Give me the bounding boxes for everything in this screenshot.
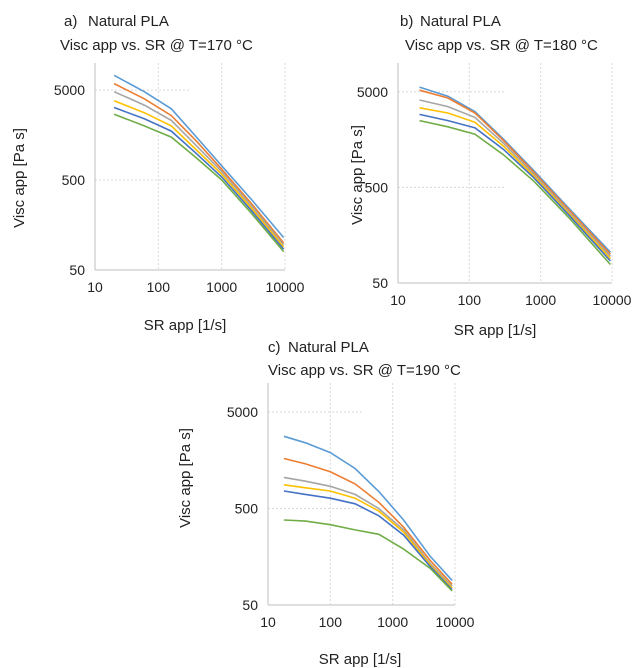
panel-a-ytick-label: 5000 xyxy=(54,82,85,98)
panel-a-series-1-line xyxy=(113,74,285,239)
panel-a-xtick-label: 1000 xyxy=(206,279,237,295)
panel-b-xlabel: SR app [1/s] xyxy=(454,322,537,339)
panel-c: c) Natural PLA Visc app vs. SR @ T=190 °… xyxy=(177,339,475,668)
panel-c-title: Natural PLA xyxy=(288,339,369,356)
panel-a-ylabel: Visc app [Pa s] xyxy=(11,128,28,228)
panel-c-ytick-label: 5000 xyxy=(227,404,258,420)
panel-a: a) Natural PLA Visc app vs. SR @ T=170 °… xyxy=(11,13,305,334)
panel-c-plot: 10 100 1000 10000 50 500 5000 xyxy=(227,383,475,630)
panel-c-xtick-label: 10000 xyxy=(436,614,475,630)
panel-b-label: b) xyxy=(400,13,413,30)
panel-a-ytick-label: 500 xyxy=(62,172,86,188)
panel-a-xlabel: SR app [1/s] xyxy=(144,317,227,334)
panel-b-series-1-line xyxy=(419,86,611,253)
panel-b-xtick-label: 10 xyxy=(390,292,406,308)
panel-a-label: a) xyxy=(64,13,77,30)
panel-a-series-4-line xyxy=(113,100,285,248)
panel-c-series-2-line xyxy=(283,457,453,585)
panel-a-xtick-label: 10000 xyxy=(266,279,305,295)
panel-b-plot: 10 100 1000 10000 50 500 5000 xyxy=(357,63,632,308)
panel-a-ytick-label: 50 xyxy=(69,262,85,278)
panel-a-series-5-line xyxy=(113,106,285,250)
panel-c-xlabel: SR app [1/s] xyxy=(319,651,402,668)
panel-c-series-5-line xyxy=(283,490,453,591)
panel-b-title: Natural PLA xyxy=(420,13,501,30)
panel-c-xtick-label: 10 xyxy=(260,614,276,630)
panel-b: b) Natural PLA Visc app vs. SR @ T=180 °… xyxy=(349,13,632,339)
panel-b-ytick-label: 5000 xyxy=(357,84,388,100)
panel-b-series-6-line xyxy=(419,119,611,266)
panel-b-subtitle: Visc app vs. SR @ T=180 °C xyxy=(405,37,598,54)
panel-a-series-6-line xyxy=(113,113,285,253)
panel-b-series-5-line xyxy=(419,113,611,262)
panel-c-xtick-label: 1000 xyxy=(377,614,408,630)
panel-c-series-6-line xyxy=(283,519,453,592)
panel-c-label: c) xyxy=(268,339,281,356)
panel-b-ylabel: Visc app [Pa s] xyxy=(349,125,366,225)
panel-a-title: Natural PLA xyxy=(88,13,169,30)
panel-c-ylabel: Visc app [Pa s] xyxy=(177,428,194,528)
panel-c-series-3-line xyxy=(283,476,453,587)
panel-b-series-4-line xyxy=(419,107,611,260)
panel-b-xtick-label: 100 xyxy=(458,292,482,308)
panel-c-ytick-label: 50 xyxy=(242,597,258,613)
panel-b-series-2-line xyxy=(419,89,611,255)
panel-c-series-4-line xyxy=(283,484,453,589)
panel-a-series-2-line xyxy=(113,82,285,244)
panel-c-subtitle: Visc app vs. SR @ T=190 °C xyxy=(268,362,461,379)
panel-a-xtick-label: 10 xyxy=(87,279,103,295)
panel-a-subtitle: Visc app vs. SR @ T=170 °C xyxy=(60,37,253,54)
panel-b-xtick-label: 10000 xyxy=(593,292,632,308)
panel-c-ytick-label: 500 xyxy=(235,501,259,517)
panel-b-ytick-label: 500 xyxy=(365,179,389,195)
panel-a-series-3-line xyxy=(113,90,285,246)
panel-b-series-3-line xyxy=(419,99,611,257)
panel-a-xtick-label: 100 xyxy=(147,279,171,295)
panel-c-series-1-line xyxy=(283,435,453,581)
panel-c-xtick-label: 100 xyxy=(319,614,343,630)
panel-a-plot: 10 100 1000 10000 50 500 5000 xyxy=(54,63,305,295)
panel-b-ytick-label: 50 xyxy=(372,275,388,291)
panel-b-xtick-label: 1000 xyxy=(525,292,556,308)
